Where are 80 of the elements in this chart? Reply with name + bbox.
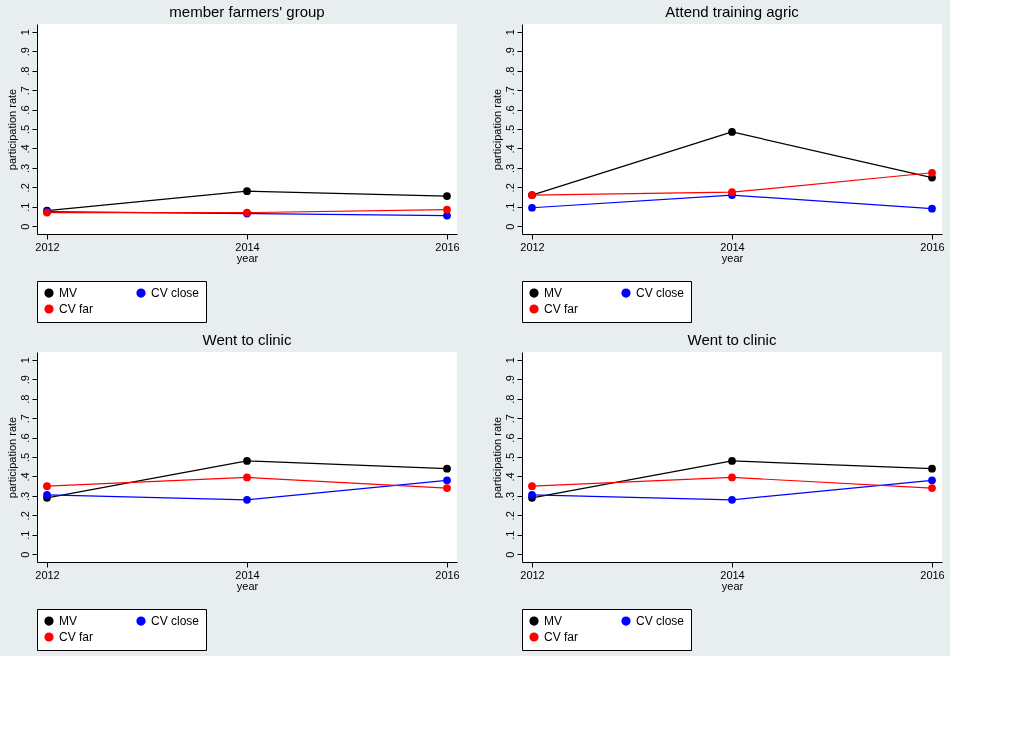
y-tick-label: .8	[503, 66, 516, 76]
legend-label: MV	[59, 286, 77, 301]
y-tick-label: .2	[503, 183, 516, 193]
y-tick-label: 0	[18, 223, 31, 230]
y-tick-label: .5	[503, 452, 516, 463]
legend-label: MV	[544, 286, 562, 301]
y-axis-title: participation rate	[490, 88, 503, 171]
x-axis-title: year	[236, 251, 259, 264]
x-axis-title: year	[721, 579, 744, 592]
legend-label: CV close	[151, 614, 200, 629]
y-tick-label: .2	[18, 183, 31, 193]
x-tick-label: 2014	[235, 568, 260, 581]
chart-title: Went to clinic	[202, 331, 292, 348]
y-tick-label: .2	[18, 511, 31, 521]
y-tick-label: .9	[18, 375, 31, 385]
y-tick-label: 1	[503, 357, 516, 364]
y-tick-label: .1	[503, 530, 516, 540]
y-tick-label: 0	[18, 551, 31, 558]
y-tick-label: .3	[503, 491, 516, 501]
y-axis-title: participation rate	[5, 88, 18, 171]
y-tick-label: .3	[18, 163, 31, 173]
y-tick-label: .9	[503, 375, 516, 385]
y-tick-label: .8	[503, 394, 516, 404]
x-axis-title: year	[236, 579, 259, 592]
legend-label: CV far	[59, 630, 94, 644]
y-tick-label: .3	[18, 491, 31, 501]
y-tick-label: .9	[18, 47, 31, 57]
legend-label: CV far	[59, 302, 94, 316]
y-tick-label: 1	[18, 357, 31, 364]
y-tick-label: .1	[503, 202, 516, 212]
y-tick-label: .9	[503, 47, 516, 57]
y-tick-label: 0	[503, 551, 516, 558]
legend-label: CV close	[151, 286, 200, 301]
y-tick-label: .4	[503, 472, 516, 482]
y-axis-title: participation rate	[490, 416, 503, 499]
x-tick-label: 2016	[920, 240, 945, 253]
y-tick-label: .5	[18, 452, 31, 463]
legend-label: CV far	[544, 630, 579, 644]
y-axis-title: participation rate	[5, 416, 18, 499]
x-tick-label: 2014	[235, 240, 260, 253]
legend-label: CV far	[544, 302, 579, 316]
y-tick-label: .4	[503, 144, 516, 154]
y-tick-label: .6	[503, 433, 516, 443]
y-tick-label: .7	[18, 414, 31, 424]
x-tick-label: 2012	[35, 240, 60, 253]
y-tick-label: .8	[18, 66, 31, 76]
x-tick-label: 2012	[35, 568, 60, 581]
y-tick-label: 0	[503, 223, 516, 230]
chart-title: Attend training agric	[665, 3, 800, 20]
y-tick-label: .6	[18, 105, 31, 115]
y-tick-label: .4	[18, 144, 31, 154]
x-tick-label: 2016	[920, 568, 945, 581]
x-tick-label: 2012	[520, 240, 545, 253]
x-tick-label: 2016	[435, 568, 460, 581]
chart-title: Went to clinic	[687, 331, 777, 348]
y-tick-label: .4	[18, 472, 31, 482]
y-tick-label: .6	[18, 433, 31, 443]
legend-label: MV	[59, 614, 77, 629]
y-tick-label: .6	[503, 105, 516, 115]
y-tick-label: 1	[503, 29, 516, 36]
y-tick-label: 1	[18, 29, 31, 36]
y-tick-label: .7	[503, 86, 516, 96]
x-tick-label: 2014	[720, 240, 745, 253]
x-axis-title: year	[721, 251, 744, 264]
x-tick-label: 2012	[520, 568, 545, 581]
legend-label: CV close	[636, 286, 685, 301]
y-tick-label: .7	[503, 414, 516, 424]
y-tick-label: .7	[18, 86, 31, 96]
legend-label: CV close	[636, 614, 685, 629]
y-tick-label: .3	[503, 163, 516, 173]
x-tick-label: 2016	[435, 240, 460, 253]
y-tick-label: .5	[503, 124, 516, 135]
y-tick-label: .1	[18, 202, 31, 212]
y-tick-label: .8	[18, 394, 31, 404]
x-tick-label: 2014	[720, 568, 745, 581]
y-tick-label: .1	[18, 530, 31, 540]
legend-label: MV	[544, 614, 562, 629]
y-tick-label: .2	[503, 511, 516, 521]
chart-title: member farmers' group	[169, 3, 325, 20]
y-tick-label: .5	[18, 124, 31, 135]
